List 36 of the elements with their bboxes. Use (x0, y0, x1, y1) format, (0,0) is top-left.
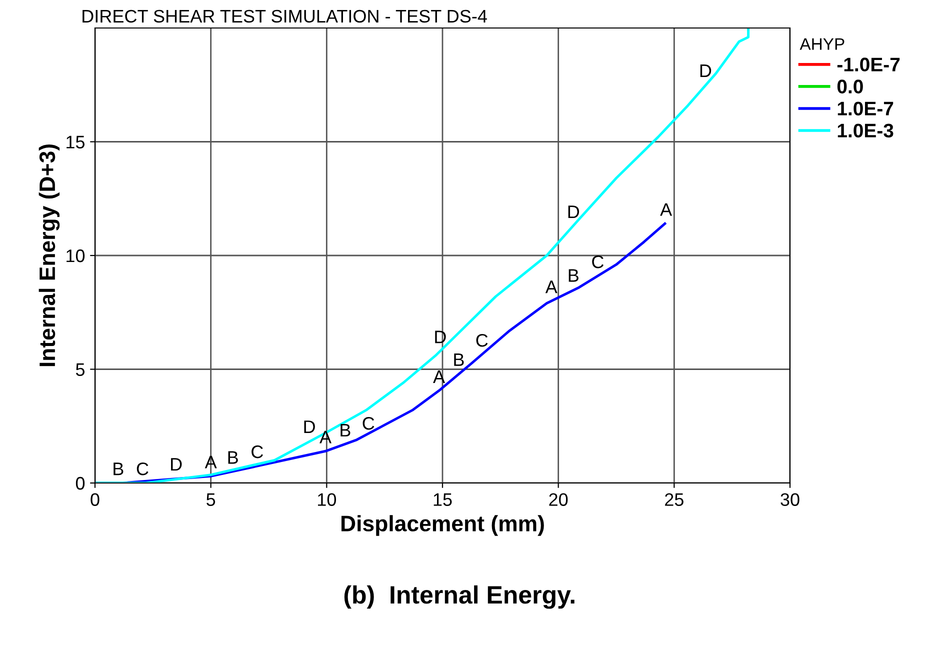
x-tick-label: 10 (318, 493, 336, 506)
legend-title: AHYP (800, 38, 844, 50)
x-tick-label: 25 (665, 493, 684, 506)
x-tick-label: 5 (206, 493, 216, 506)
annotation: D (171, 458, 182, 471)
annotation: C (252, 445, 263, 458)
x-tick-label: 0 (90, 493, 100, 506)
annotation: A (545, 280, 558, 294)
annotation: D (304, 420, 315, 433)
annotation: B (228, 451, 238, 464)
y-tick-label: 5 (76, 363, 85, 376)
legend-label: 1.0E-3 (838, 124, 894, 138)
x-axis-title: Displacement (mm) (341, 515, 544, 536)
annotation: D (568, 206, 580, 218)
annotation: B (114, 462, 124, 476)
annotation: C (476, 334, 488, 347)
annotation: C (592, 255, 604, 268)
annotation: A (660, 203, 672, 216)
x-tick-label: 20 (549, 493, 568, 506)
legend-label: 1.0E-7 (838, 102, 894, 116)
legend-label: -1.0E-7 (837, 58, 900, 72)
annotation: B (568, 269, 578, 282)
text: (b) Internal Energy. (344, 585, 574, 609)
legend-label: 0.0 (837, 80, 863, 94)
annotation: D (700, 64, 712, 77)
annotation: C (136, 462, 148, 476)
annotation: B (340, 424, 350, 436)
chart-title: DIRECT SHEAR TEST SIMULATION - TEST DS-4 (82, 10, 487, 23)
y-tick-label: 0 (76, 476, 85, 490)
y-axis-title: Internal Energy (D+3) (38, 144, 60, 366)
x-tick-label: 15 (434, 493, 452, 506)
y-tick-label: 10 (66, 249, 85, 262)
annotation: B (454, 353, 464, 366)
y-tick-label: 15 (66, 136, 85, 148)
x-tick-label: 30 (780, 493, 800, 506)
annotation: C (362, 416, 374, 430)
